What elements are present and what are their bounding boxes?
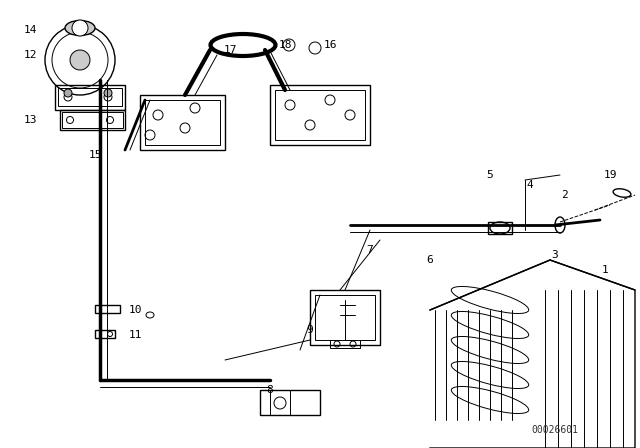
Text: 16: 16 [323,40,337,50]
Bar [275,90,365,140]
Text: 3: 3 [552,250,558,260]
Bar [315,295,375,340]
Circle shape [64,89,72,97]
Text: 10: 10 [128,305,141,315]
Bar [60,110,125,130]
Bar [140,95,225,150]
Text: 11: 11 [128,330,141,340]
Circle shape [70,50,90,70]
Text: 4: 4 [527,180,533,190]
Text: 14: 14 [23,25,36,35]
Text: 2: 2 [562,190,568,200]
Circle shape [72,20,88,36]
Bar [488,222,512,234]
Bar [62,112,123,128]
Text: 00026601: 00026601 [531,425,579,435]
Bar [260,390,320,415]
Bar [95,305,120,313]
Bar [310,290,380,345]
Text: 18: 18 [278,40,292,50]
Bar [270,85,370,145]
Text: 9: 9 [307,325,314,335]
Polygon shape [430,260,635,448]
Bar [58,88,122,106]
Text: 5: 5 [486,170,493,180]
Bar [95,330,115,338]
Text: 7: 7 [367,245,373,255]
Text: 1: 1 [602,265,609,275]
Text: 19: 19 [604,170,617,180]
Circle shape [104,89,112,97]
Text: 17: 17 [223,45,237,55]
Text: 12: 12 [23,50,36,60]
Ellipse shape [65,21,95,35]
Text: 6: 6 [427,255,433,265]
Text: 15: 15 [88,150,102,160]
Text: 8: 8 [267,385,273,395]
Bar [330,340,360,348]
Text: 13: 13 [23,115,36,125]
Bar [145,100,220,145]
Bar [55,85,125,110]
